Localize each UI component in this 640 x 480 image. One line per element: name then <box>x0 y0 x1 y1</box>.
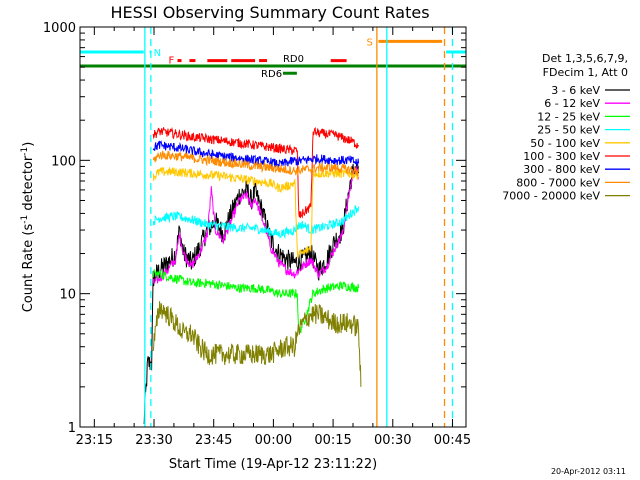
legend-entry-label: 25 - 50 keV <box>537 124 600 137</box>
y-axis-label-start: Count Rate (s <box>21 224 36 313</box>
y-axis-label-mid: detector <box>21 155 36 215</box>
series-line <box>143 163 360 425</box>
y-tick-label: 10 <box>59 288 76 303</box>
legend-entry-label: 800 - 7000 keV <box>516 176 600 189</box>
x-tick-label: 00:45 <box>434 433 471 448</box>
legend-entry-label: 300 - 800 keV <box>523 163 600 176</box>
flag-label: RD6 <box>261 69 282 80</box>
flag-label: RD0 <box>283 54 304 65</box>
y-axis-label-sup2: -1 <box>20 147 30 156</box>
y-tick-label: 1 <box>68 421 76 436</box>
footer-timestamp: 20-Apr-2012 03:11 <box>551 467 626 476</box>
legend-entry-label: 12 - 25 keV <box>537 110 600 123</box>
series-line <box>152 126 360 219</box>
flag-label: S <box>366 37 372 48</box>
chart-title: HESSI Observing Summary Count Rates <box>110 3 429 22</box>
axis-layer: 23:15 23:30 23:45 00:00 00:15 00:30 00:45 1 10 10… <box>43 21 471 448</box>
legend: Det 1,3,5,6,7,9,FDecim 1, Att 0 3 - 6 keV… <box>502 52 630 203</box>
flag-label: F <box>168 56 174 67</box>
series-line <box>152 205 360 239</box>
series-line <box>152 167 360 259</box>
x-tick-label: 00:30 <box>374 433 411 448</box>
series-line <box>152 268 360 334</box>
y-axis-label-end: ) <box>21 142 36 147</box>
series-line <box>152 166 360 285</box>
y-tick-label: 1000 <box>43 21 76 36</box>
x-tick-label: 00:00 <box>255 433 292 448</box>
x-axis-label: Start Time (19-Apr-12 23:11:22) <box>169 457 377 472</box>
legend-entry-label: 7000 - 20000 keV <box>502 190 600 203</box>
x-tick-label: 23:45 <box>195 433 232 448</box>
flag-label: N <box>154 48 161 59</box>
legend-header: Det 1,3,5,6,7,9, <box>542 52 628 65</box>
x-tick-label: 00:15 <box>314 433 351 448</box>
legend-header: FDecim 1, Att 0 <box>543 66 628 79</box>
x-tick-label: 23:15 <box>76 433 113 448</box>
legend-entry-label: 100 - 300 keV <box>523 150 600 163</box>
legend-entry-label: 50 - 100 keV <box>530 137 600 150</box>
legend-entry-label: 6 - 12 keV <box>544 97 600 110</box>
y-axis-label: Count Rate (s-1 detector-1) <box>20 142 36 313</box>
legend-entry-label: 3 - 6 keV <box>551 84 600 97</box>
y-axis-label-sup1: -1 <box>20 215 30 224</box>
x-tick-label: 23:30 <box>135 433 172 448</box>
series-layer <box>143 126 362 425</box>
vline-layer <box>144 27 454 427</box>
series-line <box>152 150 360 176</box>
series-line <box>152 301 362 387</box>
y-tick-label: 100 <box>51 154 76 169</box>
